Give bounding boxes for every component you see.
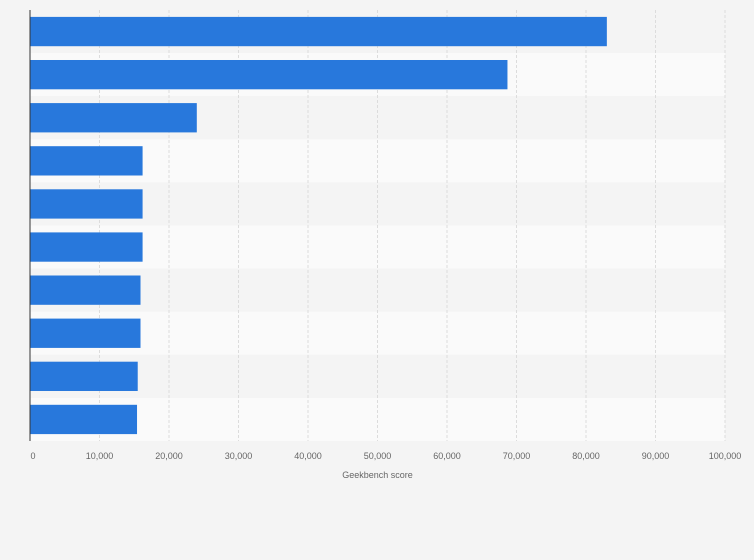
x-tick-label: 90,000 [642, 451, 670, 461]
x-tick-label: 40,000 [294, 451, 322, 461]
bar [30, 146, 143, 176]
bars [30, 16, 607, 435]
bar [30, 16, 607, 47]
bar [30, 232, 143, 262]
bar [30, 318, 141, 348]
x-tick-label: 30,000 [225, 451, 253, 461]
x-tick-label: 0 [30, 451, 35, 461]
x-tick-label: 60,000 [433, 451, 461, 461]
x-tick-label: 20,000 [155, 451, 183, 461]
x-tick-label: 70,000 [503, 451, 531, 461]
bar [30, 59, 508, 90]
x-tick-labels: 0 10,000 20,000 30,000 40,000 50,000 60,000 70,… [30, 451, 741, 461]
bar [30, 361, 138, 392]
bar [30, 275, 141, 305]
bar [30, 103, 197, 133]
x-tick-label: 80,000 [572, 451, 600, 461]
x-tick-label: 10,000 [86, 451, 114, 461]
x-axis-title: Geekbench score [342, 470, 413, 480]
x-tick-label: 50,000 [364, 451, 392, 461]
x-tick-label: 100,000 [709, 451, 742, 461]
bar [30, 189, 143, 219]
bar [30, 404, 138, 435]
row-band [30, 182, 725, 226]
